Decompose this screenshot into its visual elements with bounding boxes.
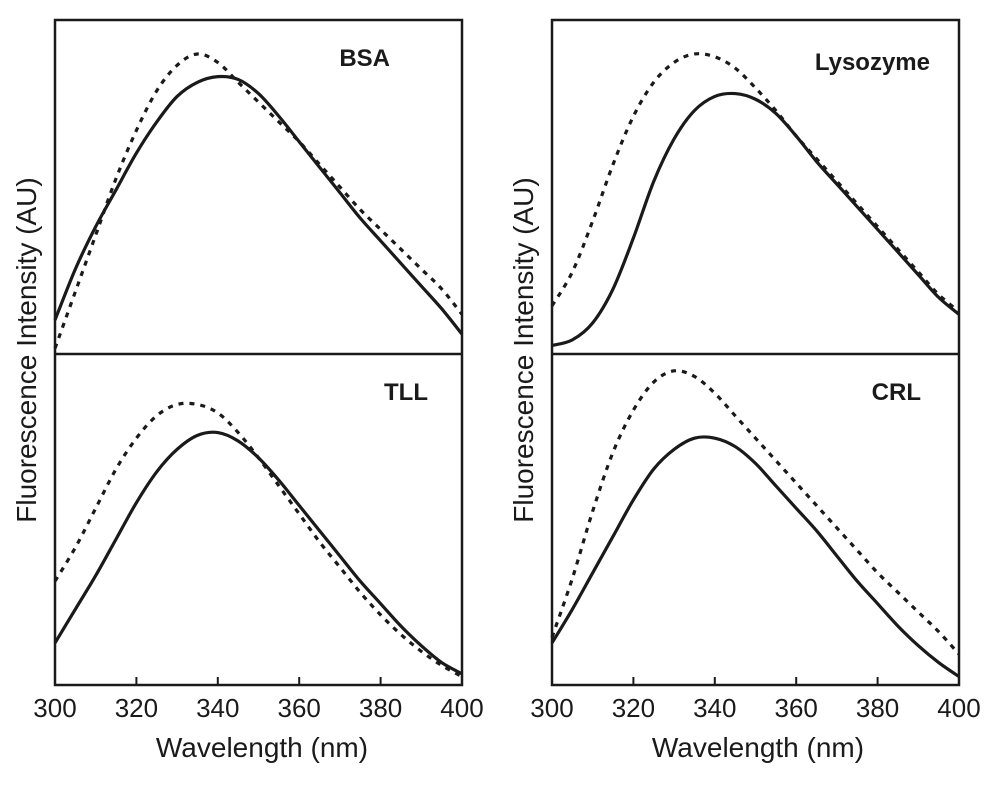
- right-x-tick-label: 380: [856, 693, 899, 723]
- lysozyme-dotted-line: [550, 52, 961, 313]
- panel-title-crl: CRL: [872, 379, 921, 406]
- crl-solid-line: [550, 435, 960, 678]
- panel-title-tll: TLL: [384, 379, 428, 406]
- panel-tll-series: [53, 401, 463, 678]
- crl-dotted-line: [550, 369, 961, 656]
- bsa-dotted-line: [53, 52, 464, 349]
- left-x-tick-label: 380: [359, 693, 402, 723]
- left-x-ticks: 300 320 340 360 380 400: [33, 677, 484, 723]
- right-x-tick-label: 360: [775, 693, 818, 723]
- right-x-tick-label: 320: [612, 693, 655, 723]
- panel-lysozyme-series: [550, 52, 961, 348]
- right-x-tick-label: 300: [530, 693, 573, 723]
- right-x-ticks: 300 320 340 360 380 400: [530, 677, 981, 723]
- tll-solid-line: [53, 430, 463, 676]
- right-axes-frame: [550, 18, 961, 687]
- left-x-axis-label: Wavelength (nm): [156, 732, 368, 763]
- lysozyme-solid-line: [551, 91, 961, 348]
- left-y-axis-label: Fluorescence Intensity (AU): [11, 177, 42, 522]
- panel-bsa-series: [53, 52, 464, 349]
- panel-crl-series: [550, 369, 961, 678]
- panel-title-bsa: BSA: [339, 45, 390, 72]
- bsa-solid-line: [53, 74, 464, 336]
- left-x-tick-label: 360: [278, 693, 321, 723]
- left-x-tick-label: 340: [196, 693, 239, 723]
- tll-dotted-line: [53, 401, 463, 678]
- left-axes-frame: [53, 18, 464, 687]
- right-x-axis-label: Wavelength (nm): [652, 732, 864, 763]
- right-column: Lysozyme CRL Fluorescence Intensity (AU)…: [508, 18, 981, 763]
- right-x-tick-label: 340: [693, 693, 736, 723]
- left-x-tick-label: 400: [440, 693, 483, 723]
- right-y-axis-label: Fluorescence Intensity (AU): [508, 177, 539, 522]
- right-x-tick-label: 400: [937, 693, 980, 723]
- left-column: BSA TLL Fluorescence Intensity (AU) Wave…: [11, 18, 484, 763]
- left-x-tick-label: 320: [115, 693, 158, 723]
- panel-title-lysozyme: Lysozyme: [815, 49, 930, 76]
- left-x-tick-label: 300: [33, 693, 76, 723]
